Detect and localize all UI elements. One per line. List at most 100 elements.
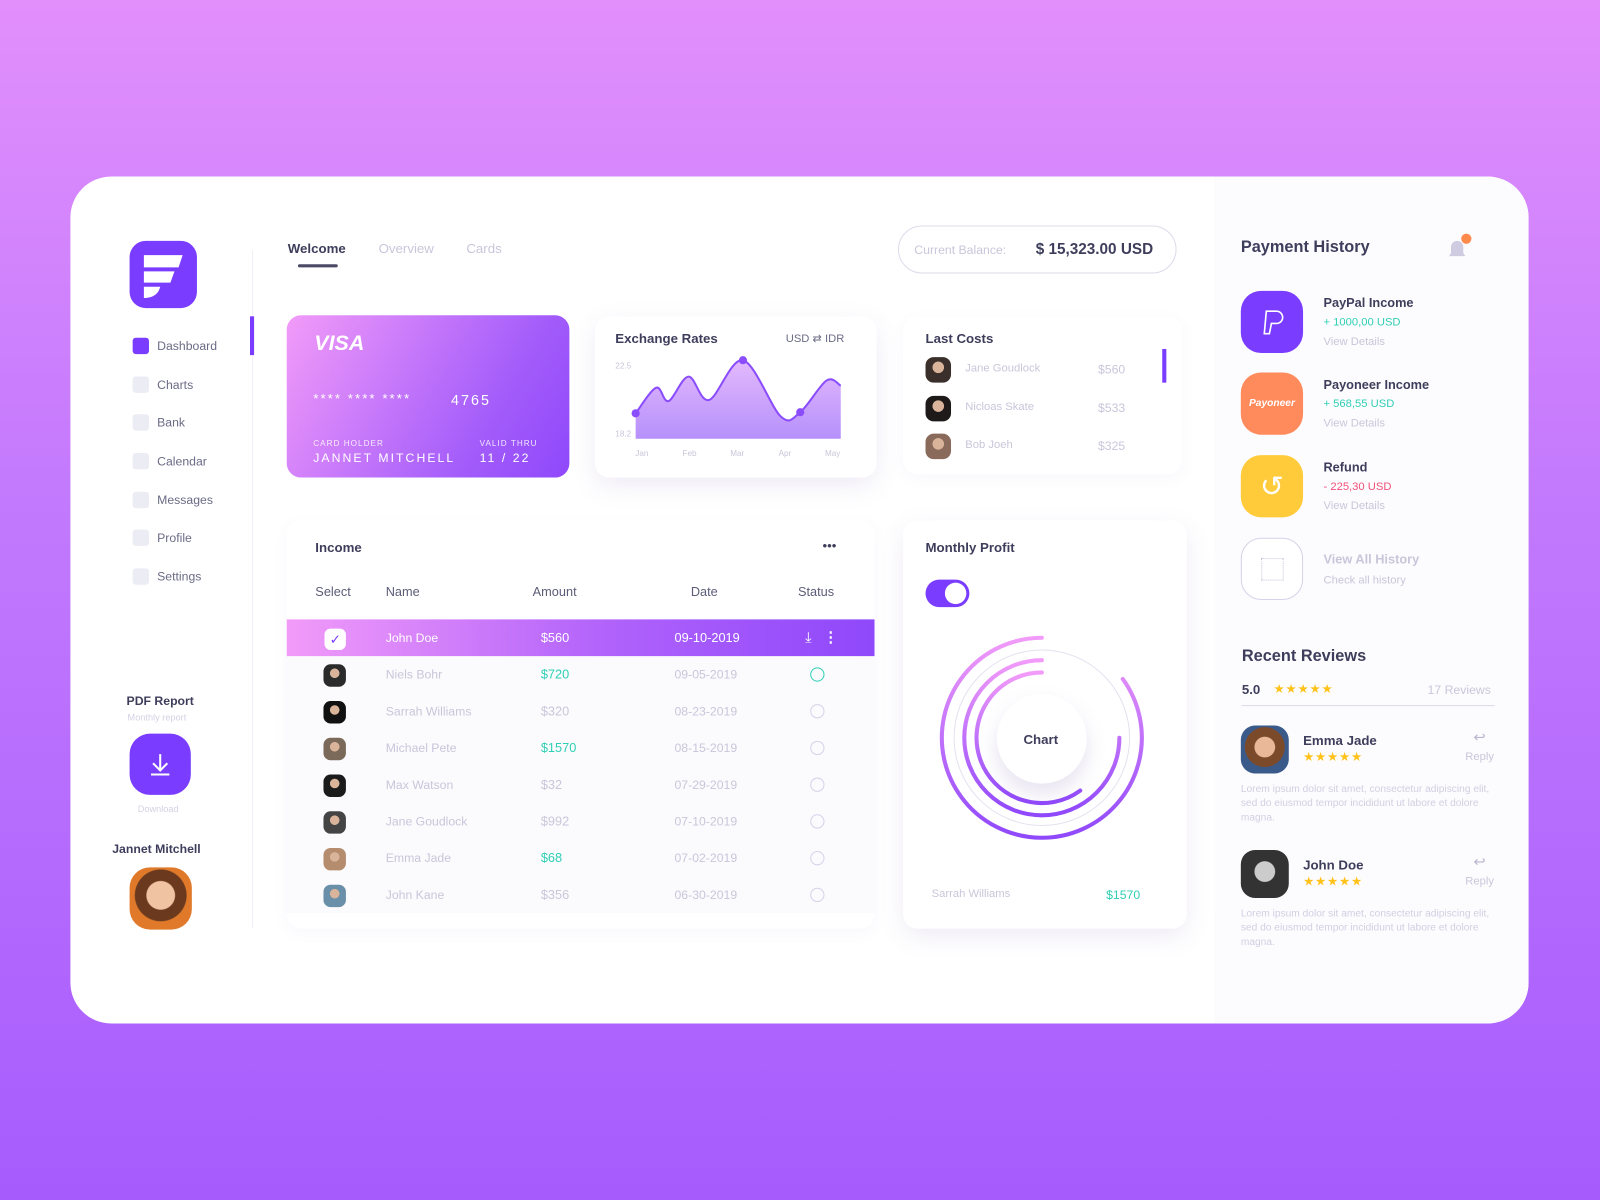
table-row[interactable]: Niels Bohr $720 09-05-2019	[286, 656, 875, 693]
table-row[interactable]: John Kane $356 06-30-2019	[286, 876, 875, 914]
avatar	[323, 811, 346, 834]
chart-center-label: Chart	[1023, 731, 1059, 747]
status-indicator[interactable]	[810, 704, 825, 719]
reply-icon[interactable]: ↩	[1473, 853, 1486, 870]
status-indicator[interactable]	[810, 851, 825, 866]
row-name: Max Watson	[385, 777, 454, 792]
view-all-history-button[interactable]	[1240, 537, 1304, 601]
payment-title: PayPal Income	[1323, 295, 1414, 311]
status-indicator[interactable]	[810, 777, 825, 792]
row-date: 09-10-2019	[674, 630, 740, 645]
row-date: 06-30-2019	[674, 887, 738, 903]
avatar	[925, 395, 952, 422]
avatar	[1240, 725, 1289, 774]
column-header-select[interactable]: Select	[315, 584, 351, 599]
review-text: Lorem ipsum dolor sit amet, consectetur …	[1240, 908, 1490, 948]
table-row[interactable]: Michael Pete $1570 08-15-2019	[286, 729, 875, 767]
income-title: Income	[315, 539, 362, 556]
sidebar-item-bank[interactable]: Bank	[132, 414, 186, 431]
row-checkbox[interactable]: ✓	[324, 628, 346, 651]
download-icon	[151, 754, 170, 776]
table-row[interactable]: Jane Goudlock $992 07-10-2019	[286, 803, 875, 840]
credit-card-icon	[132, 414, 149, 431]
holder-label: CARD HOLDER	[313, 438, 384, 448]
column-header-status[interactable]: Status	[797, 584, 835, 599]
status-indicator[interactable]	[810, 887, 825, 903]
status-indicator[interactable]	[810, 740, 825, 756]
app-logo[interactable]	[129, 240, 197, 309]
status-indicator[interactable]	[810, 814, 825, 829]
download-button[interactable]	[129, 733, 191, 795]
sidebar-item-settings[interactable]: Settings	[132, 568, 201, 585]
row-name: Emma Jade	[385, 851, 452, 866]
sidebar-item-profile[interactable]: Profile	[132, 529, 192, 546]
sidebar-item-charts[interactable]: Charts	[132, 376, 194, 393]
row-date: 07-02-2019	[674, 851, 738, 866]
cost-amount: $560	[1097, 362, 1126, 377]
gear-icon	[132, 568, 149, 585]
status-indicator[interactable]	[810, 667, 825, 682]
more-icon[interactable]: ⋮	[823, 628, 838, 645]
review-count[interactable]: 17 Reviews	[1427, 682, 1491, 697]
download-label: Download	[137, 804, 179, 815]
chart-center	[996, 693, 1087, 784]
exchange-title: Exchange Rates	[615, 330, 718, 346]
pie-chart-icon	[132, 376, 149, 393]
sidebar-item-label: Dashboard	[157, 338, 218, 354]
bell-icon[interactable]	[1446, 233, 1472, 261]
sidebar-item-label: Charts	[157, 377, 194, 392]
cost-name: Nicloas Skate	[965, 401, 1034, 414]
table-row[interactable]: Sarrah Williams $320 08-23-2019	[286, 692, 875, 730]
profit-toggle[interactable]	[925, 579, 970, 608]
download-icon[interactable]: ⤓	[805, 628, 812, 645]
reviewer-name: John Doe	[1303, 857, 1364, 873]
row-amount: $992	[540, 814, 570, 829]
row-amount: $68	[540, 851, 563, 866]
table-row[interactable]: Emma Jade $68 07-02-2019	[286, 839, 875, 877]
reply-button[interactable]: Reply	[1465, 875, 1495, 888]
scroll-indicator[interactable]	[1162, 348, 1167, 383]
tab-overview[interactable]: Overview	[378, 240, 434, 257]
reply-button[interactable]: Reply	[1465, 751, 1495, 764]
visa-card[interactable]: VISA **** **** **** 4765 CARD HOLDER JAN…	[286, 315, 570, 478]
review-text: Lorem ipsum dolor sit amet, consectetur …	[1240, 783, 1490, 824]
sidebar-item-dashboard[interactable]: Dashboard	[132, 337, 218, 355]
profit-ring-2	[974, 670, 1083, 806]
row-name: Niels Bohr	[385, 667, 443, 682]
view-details-link[interactable]: View Details	[1323, 500, 1386, 513]
user-avatar[interactable]	[129, 867, 192, 930]
table-row[interactable]: ✓ John Doe $560 09-10-2019 ⤓ ⋮	[286, 619, 875, 659]
holder-name: JANNET MITCHELL	[313, 451, 456, 466]
rating-stars: ★★★★★	[1273, 681, 1334, 696]
reply-icon[interactable]: ↩	[1473, 728, 1486, 745]
sidebar-item-label: Bank	[157, 415, 186, 430]
tab-cards[interactable]: Cards	[466, 240, 502, 257]
column-header-amount[interactable]: Amount	[532, 584, 577, 599]
income-menu-button[interactable]: •••	[822, 537, 837, 554]
balance-pill: Current Balance: $ 15,323.00 USD	[897, 225, 1177, 274]
cost-amount: $325	[1097, 438, 1126, 454]
row-amount: $1570	[540, 740, 577, 756]
sidebar-item-messages[interactable]: Messages	[132, 491, 213, 509]
recent-reviews-title: Recent Reviews	[1241, 647, 1367, 666]
sidebar-item-label: Profile	[157, 530, 192, 545]
view-details-link[interactable]: View Details	[1323, 417, 1386, 430]
profit-ring-chart	[939, 635, 1144, 840]
column-header-name[interactable]: Name	[385, 584, 420, 599]
valid-label: VALID THRU	[479, 438, 538, 448]
row-amount: $720	[540, 667, 570, 682]
row-amount: $560	[540, 630, 570, 645]
view-all-title[interactable]: View All History	[1323, 552, 1420, 567]
row-date: 08-23-2019	[674, 704, 738, 719]
sidebar-item-calendar[interactable]: Calendar	[132, 453, 207, 470]
currency-pair[interactable]: USD ⇄ IDR	[785, 332, 845, 345]
table-row[interactable]: Max Watson $32 07-29-2019	[286, 766, 875, 804]
row-date: 07-10-2019	[674, 814, 738, 829]
payment-amount: + 1000,00 USD	[1323, 316, 1401, 329]
payment-history-title: Payment History	[1240, 238, 1370, 257]
column-header-date[interactable]: Date	[690, 584, 718, 599]
card-number-mask: **** **** ****	[313, 390, 412, 407]
pdf-report-subtitle: Monthly report	[127, 712, 187, 723]
view-details-link[interactable]: View Details	[1323, 335, 1386, 348]
tab-welcome[interactable]: Welcome	[287, 240, 346, 257]
